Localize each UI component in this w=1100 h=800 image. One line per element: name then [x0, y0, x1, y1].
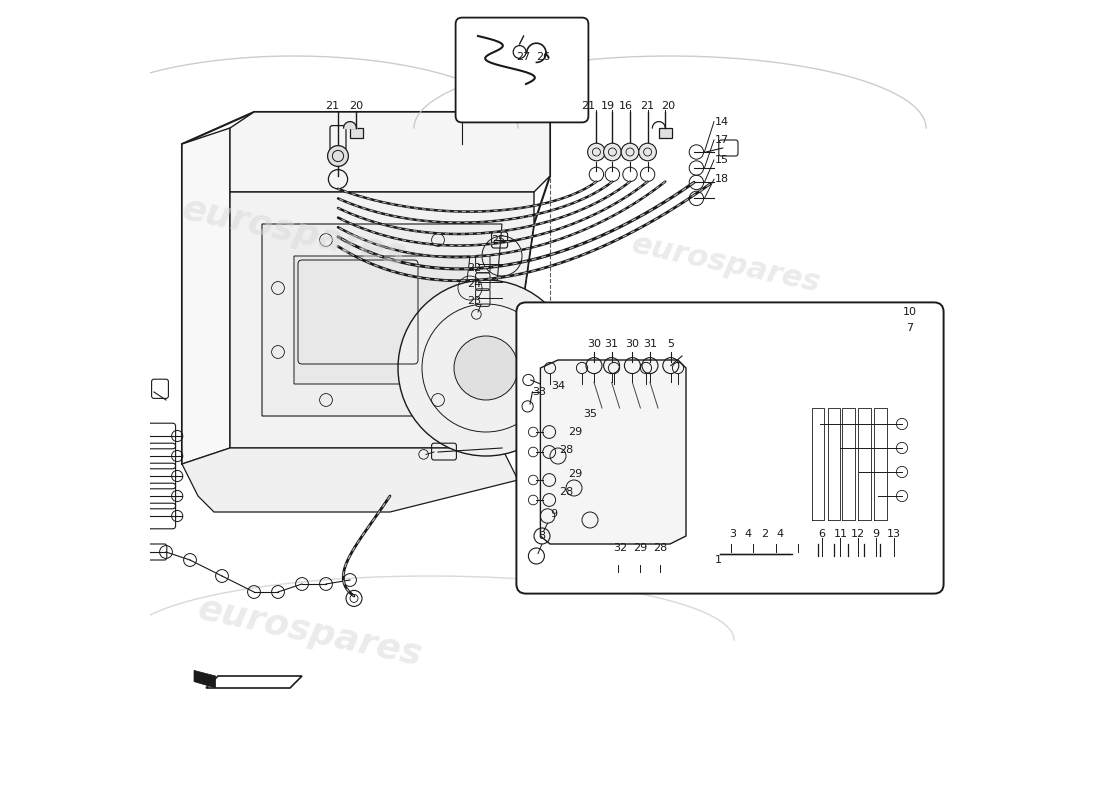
Text: 31: 31 — [644, 339, 657, 349]
Polygon shape — [182, 448, 518, 512]
Text: 15: 15 — [715, 155, 729, 165]
Text: 24: 24 — [466, 279, 481, 289]
Text: 9: 9 — [550, 510, 558, 519]
Polygon shape — [659, 128, 672, 138]
Text: 27: 27 — [517, 52, 530, 62]
FancyBboxPatch shape — [784, 379, 812, 533]
Text: 25: 25 — [491, 235, 505, 245]
Polygon shape — [182, 128, 230, 464]
Text: 35: 35 — [583, 409, 597, 418]
Text: 29: 29 — [569, 427, 583, 437]
FancyBboxPatch shape — [455, 18, 588, 122]
FancyBboxPatch shape — [578, 404, 618, 464]
FancyBboxPatch shape — [722, 364, 740, 386]
Circle shape — [621, 143, 639, 161]
Circle shape — [587, 143, 605, 161]
FancyBboxPatch shape — [739, 379, 767, 533]
Polygon shape — [294, 256, 470, 384]
Circle shape — [328, 146, 349, 166]
Text: 26: 26 — [537, 52, 551, 62]
Text: 20: 20 — [350, 101, 363, 110]
Text: 21: 21 — [326, 101, 340, 110]
Text: 8: 8 — [538, 531, 546, 541]
Text: 28: 28 — [559, 445, 573, 454]
Text: 3: 3 — [729, 529, 736, 538]
Text: 30: 30 — [626, 339, 639, 349]
Text: 5: 5 — [668, 339, 674, 349]
FancyBboxPatch shape — [698, 344, 894, 556]
Text: 1: 1 — [715, 555, 722, 565]
FancyBboxPatch shape — [717, 379, 745, 533]
Text: 29: 29 — [634, 543, 648, 553]
Circle shape — [604, 143, 622, 161]
Text: 28: 28 — [653, 543, 668, 553]
Polygon shape — [540, 360, 686, 544]
Text: 10: 10 — [903, 307, 917, 317]
Circle shape — [398, 280, 574, 456]
Polygon shape — [230, 112, 550, 192]
Text: 28: 28 — [559, 487, 573, 497]
Polygon shape — [230, 192, 534, 448]
Circle shape — [454, 336, 518, 400]
Text: 18: 18 — [715, 174, 729, 184]
Text: 21: 21 — [581, 101, 595, 110]
Text: 23: 23 — [466, 296, 481, 306]
Polygon shape — [262, 224, 502, 416]
Text: 32: 32 — [614, 543, 627, 553]
Text: 20: 20 — [661, 101, 675, 110]
Text: 13: 13 — [887, 529, 901, 538]
Text: 4: 4 — [777, 529, 784, 538]
Text: 22: 22 — [466, 263, 481, 273]
Text: eurospares: eurospares — [195, 592, 426, 672]
FancyBboxPatch shape — [516, 302, 944, 594]
Polygon shape — [350, 128, 363, 138]
Text: 19: 19 — [601, 101, 615, 110]
Text: 12: 12 — [851, 529, 865, 538]
Text: 16: 16 — [619, 101, 632, 110]
Circle shape — [639, 143, 657, 161]
Text: eurospares: eurospares — [178, 192, 409, 272]
Polygon shape — [194, 670, 216, 688]
Text: 7: 7 — [906, 323, 914, 333]
Text: 21: 21 — [640, 101, 654, 110]
Text: 34: 34 — [551, 381, 565, 390]
FancyBboxPatch shape — [789, 364, 807, 386]
Text: 31: 31 — [605, 339, 618, 349]
Text: eurospares: eurospares — [629, 230, 823, 298]
Text: 11: 11 — [834, 529, 847, 538]
Text: 4: 4 — [745, 529, 752, 538]
Text: 9: 9 — [872, 529, 879, 538]
Text: 33: 33 — [532, 387, 547, 397]
FancyBboxPatch shape — [762, 379, 789, 533]
Text: 17: 17 — [715, 135, 729, 145]
FancyBboxPatch shape — [744, 364, 762, 386]
FancyBboxPatch shape — [766, 364, 785, 386]
Text: 14: 14 — [715, 117, 729, 126]
Text: 29: 29 — [569, 469, 583, 478]
Text: 30: 30 — [587, 339, 601, 349]
Text: 2: 2 — [761, 529, 768, 538]
Text: 6: 6 — [818, 529, 825, 538]
